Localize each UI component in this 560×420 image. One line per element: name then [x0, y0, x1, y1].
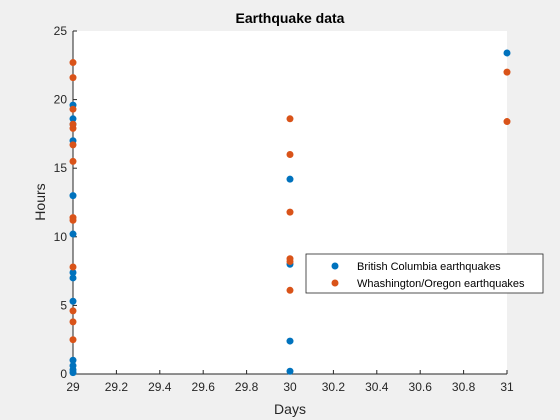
washington-oregon-point — [287, 255, 294, 262]
x-tick-label: 29.6 — [192, 380, 216, 394]
x-tick-label: 29.8 — [235, 380, 259, 394]
legend-marker-british-columbia — [332, 263, 339, 270]
x-tick-label: 30.2 — [322, 380, 346, 394]
legend-marker-washington-oregon — [332, 280, 339, 287]
british-columbia-point — [287, 368, 294, 375]
y-tick-label: 15 — [54, 161, 68, 175]
washington-oregon-point — [70, 307, 77, 314]
chart-title: Earthquake data — [236, 10, 345, 26]
plot-area — [73, 31, 507, 374]
washington-oregon-point — [70, 59, 77, 66]
x-tick-label: 30.6 — [409, 380, 433, 394]
british-columbia-point — [70, 298, 77, 305]
washington-oregon-point — [70, 106, 77, 113]
washington-oregon-point — [70, 336, 77, 343]
british-columbia-point — [70, 231, 77, 238]
washington-oregon-point — [70, 158, 77, 165]
british-columbia-point — [504, 49, 511, 56]
washington-oregon-point — [70, 214, 77, 221]
x-tick-label: 31 — [500, 380, 514, 394]
washington-oregon-point — [287, 151, 294, 158]
washington-oregon-point — [504, 69, 511, 76]
washington-oregon-point — [504, 118, 511, 125]
washington-oregon-point — [287, 287, 294, 294]
washington-oregon-point — [70, 318, 77, 325]
y-axis-label: Hours — [32, 183, 48, 220]
washington-oregon-point — [70, 141, 77, 148]
washington-oregon-point — [70, 263, 77, 270]
british-columbia-point — [287, 176, 294, 183]
washington-oregon-point — [287, 115, 294, 122]
x-tick-label: 29.2 — [105, 380, 129, 394]
y-tick-label: 5 — [60, 298, 67, 312]
x-tick-label: 29 — [66, 380, 80, 394]
washington-oregon-point — [70, 121, 77, 128]
x-tick-label: 30 — [283, 380, 297, 394]
british-columbia-point — [287, 338, 294, 345]
x-tick-label: 30.8 — [452, 380, 476, 394]
legend: British Columbia earthquakes Whashington… — [306, 254, 543, 293]
y-tick-label: 10 — [54, 230, 68, 244]
british-columbia-point — [70, 192, 77, 199]
y-tick-label: 20 — [54, 93, 68, 107]
legend-label-washington-oregon: Whashington/Oregon earthquakes — [357, 278, 525, 290]
british-columbia-point — [70, 357, 77, 364]
x-tick-label: 29.4 — [148, 380, 172, 394]
x-tick-label: 30.4 — [365, 380, 389, 394]
y-tick-label: 25 — [54, 24, 68, 38]
legend-label-british-columbia: British Columbia earthquakes — [357, 261, 501, 273]
y-tick-label: 0 — [60, 367, 67, 381]
washington-oregon-point — [70, 74, 77, 81]
x-axis-label: Days — [274, 401, 306, 417]
washington-oregon-point — [287, 209, 294, 216]
